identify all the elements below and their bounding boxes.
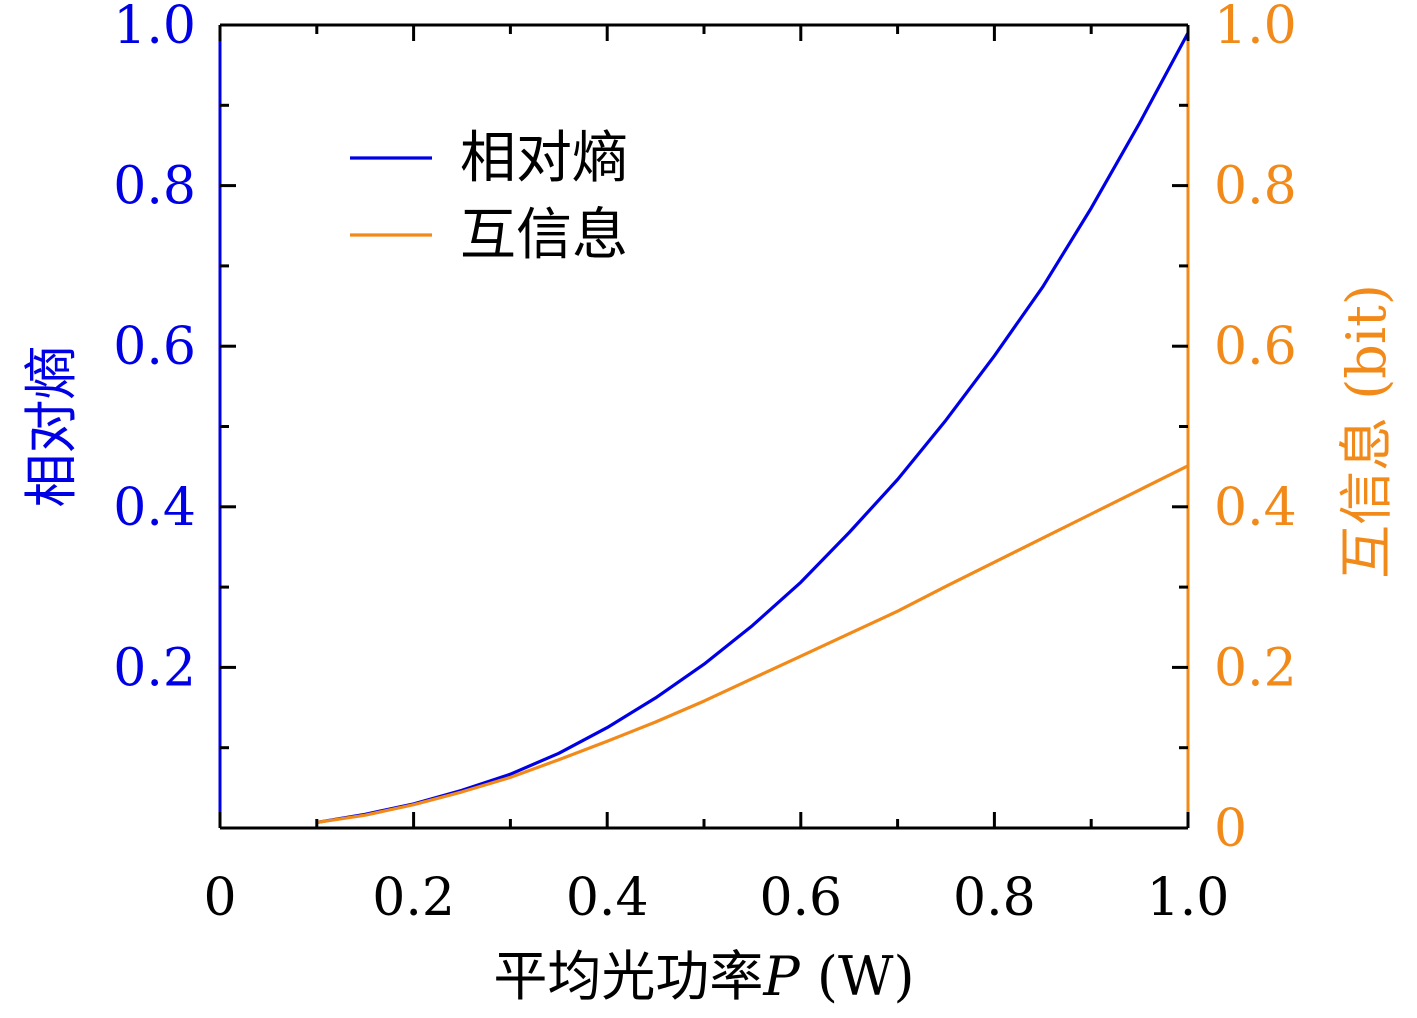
x-axis-label: 平均光功率P (W) — [493, 945, 914, 1008]
tick-layer — [218, 23, 1190, 830]
x-tick-label: 0.4 — [566, 868, 649, 928]
y-right-tick-label: 0.2 — [1214, 638, 1297, 698]
y-right-axis-label: 互信息 (bit) — [1335, 284, 1398, 579]
x-tick-label: 0 — [203, 868, 236, 928]
y-left-tick-label: 0.8 — [113, 157, 196, 217]
x-tick-label: 0.6 — [759, 868, 842, 928]
y-left-tick-label: 1.0 — [113, 0, 196, 56]
y-right-tick-label: 0.8 — [1214, 157, 1297, 217]
plot-layer — [316, 32, 1190, 824]
series-line-mutual-information — [316, 464, 1189, 824]
x-axis-label-prefix: 平均光功率 — [493, 945, 763, 1008]
legend-label: 相对熵 — [460, 126, 628, 191]
y-left-tick-label: 0.6 — [113, 317, 196, 377]
legend-label: 互信息 — [460, 203, 628, 268]
x-tick-label: 0.8 — [953, 868, 1036, 928]
y-left-tick-label: 0.4 — [113, 478, 196, 538]
y-right-tick-label: 0.4 — [1214, 478, 1297, 538]
x-axis-label-variable: P — [762, 945, 801, 1008]
label-layer: 0 0.2 0.4 0.6 0.8 1.0 0.2 0.4 0.6 0.8 1.0 0 0.2 0.4 0.… — [20, 0, 1398, 1008]
y-right-tick-label: 0 — [1214, 799, 1247, 859]
x-axis-label-unit: (W) — [800, 945, 915, 1008]
y-right-tick-label: 0.6 — [1214, 317, 1297, 377]
x-tick-label: 0.2 — [372, 868, 455, 928]
y-right-tick-label: 1.0 — [1214, 0, 1297, 56]
y-left-axis-label: 相对熵 — [20, 346, 83, 508]
x-tick-label: 1.0 — [1147, 868, 1230, 928]
y-left-tick-label: 0.2 — [113, 638, 196, 698]
